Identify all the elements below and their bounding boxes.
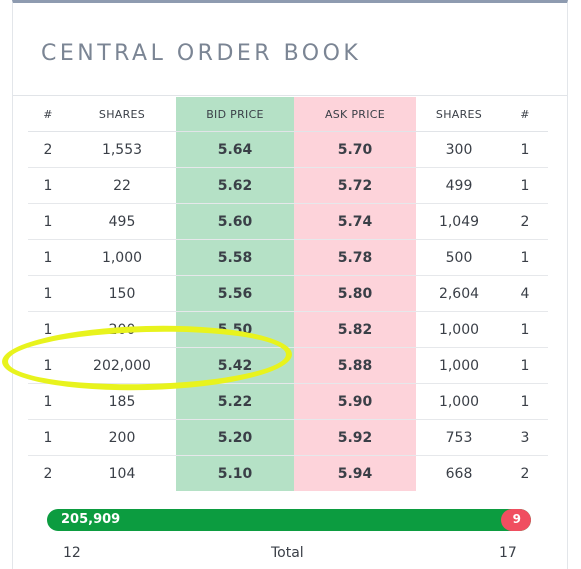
cell-bid-price: 5.20 — [176, 419, 294, 456]
cell-ask-shares: 1,000 — [416, 311, 502, 348]
cell-bid-shares: 200 — [68, 311, 176, 348]
cell-ask-shares: 1,049 — [416, 203, 502, 240]
cell-bid-price: 5.50 — [176, 311, 294, 348]
table-row: 1 22 5.62 5.72 499 1 — [28, 167, 548, 204]
ask-total-shares: 9 — [512, 512, 521, 526]
cell-ask-shares: 300 — [416, 131, 502, 168]
cell-ask-price: 5.92 — [294, 419, 416, 456]
cell-ask-count: 1 — [502, 347, 548, 384]
cell-bid-price: 5.60 — [176, 203, 294, 240]
total-label: Total — [271, 545, 304, 561]
cell-ask-price: 5.94 — [294, 455, 416, 491]
cell-bid-count: 2 — [28, 131, 68, 168]
cell-ask-price: 5.70 — [294, 131, 416, 168]
cell-bid-price: 5.58 — [176, 239, 294, 276]
cell-ask-count: 1 — [502, 131, 548, 168]
cell-bid-shares: 104 — [108, 465, 136, 482]
table-row: 1 200 5.50 5.82 1,000 1 — [28, 311, 548, 348]
cell-bid-count: 1 — [28, 275, 68, 312]
table-header-row: # SHARES BID PRICE ASK PRICE SHARES # — [28, 97, 548, 132]
cell-ask-price: 5.80 — [294, 275, 416, 312]
cell-ask-price: 5.78 — [294, 239, 416, 276]
order-book-panel: CENTRAL ORDER BOOK # SHARES BID PRICE AS… — [12, 0, 568, 569]
cell-bid-price: 5.42 — [176, 347, 294, 384]
cell-bid-shares: 200 — [68, 419, 176, 456]
cell-bid-shares: 495 — [68, 203, 176, 240]
table-row: 1 202,000 5.42 5.88 1,000 1 — [28, 347, 548, 384]
cell-bid-price: 5.62 — [176, 167, 294, 204]
cell-ask-count: 2 — [502, 203, 548, 240]
header-ask-count: # — [502, 97, 548, 132]
cell-bid-count: 1 — [28, 347, 68, 384]
header-ask-price: ASK PRICE — [294, 97, 416, 132]
cell-ask-shares: 1,000 — [416, 383, 502, 420]
cell-bid-price: 5.56 — [176, 275, 294, 312]
table-row: 1 495 5.60 5.74 1,049 2 — [28, 203, 548, 240]
table-row: 2 1,553 5.64 5.70 300 1 — [28, 131, 548, 168]
table-row: 1 150 5.56 5.80 2,604 4 — [28, 275, 548, 312]
cell-bid-count: 1 — [28, 419, 68, 456]
cell-ask-shares: 500 — [416, 239, 502, 276]
cell-ask-price: 5.82 — [294, 311, 416, 348]
cell-ask-price: 5.72 — [294, 167, 416, 204]
cell-bid-count: 1 — [28, 311, 68, 348]
cell-ask-shares: 753 — [416, 419, 502, 456]
panel-title: CENTRAL ORDER BOOK — [41, 41, 362, 66]
header-ask-shares: SHARES — [416, 97, 502, 132]
cell-ask-price: 5.90 — [294, 383, 416, 420]
cell-bid-shares: 22 — [68, 167, 176, 204]
cell-bid-shares: 150 — [68, 275, 176, 312]
cell-ask-count: 4 — [502, 275, 548, 312]
cell-ask-price: 5.88 — [294, 347, 416, 384]
cell-ask-shares: 499 — [416, 167, 502, 204]
cell-ask-shares: 668 — [445, 465, 473, 482]
table-row: 1 1,000 5.58 5.78 500 1 — [28, 239, 548, 276]
cell-bid-shares: 1,553 — [68, 131, 176, 168]
cell-bid-count: 2 — [43, 465, 53, 482]
cell-ask-count: 1 — [502, 239, 548, 276]
cell-ask-count: 1 — [502, 311, 548, 348]
table-row: 1 200 5.20 5.92 753 3 — [28, 419, 548, 456]
header-bid-shares: SHARES — [68, 97, 176, 132]
cell-bid-count: 1 — [28, 239, 68, 276]
cell-bid-shares: 1,000 — [68, 239, 176, 276]
cell-ask-count: 3 — [502, 419, 548, 456]
cell-bid-count: 1 — [28, 167, 68, 204]
ask-depth-segment: 9 — [501, 509, 531, 531]
cell-ask-count: 1 — [502, 167, 548, 204]
cell-ask-shares: 2,604 — [416, 275, 502, 312]
ask-orders-total: 17 — [499, 545, 517, 561]
cell-bid-shares: 185 — [68, 383, 176, 420]
cell-bid-price: 5.64 — [176, 131, 294, 168]
cell-bid-shares: 202,000 — [68, 347, 176, 384]
cell-ask-count: 2 — [520, 465, 530, 482]
cell-bid-price: 5.10 — [176, 455, 294, 491]
cell-ask-count: 1 — [502, 383, 548, 420]
bid-total-shares: 205,909 — [61, 512, 121, 527]
bid-orders-total: 12 — [63, 545, 81, 561]
header-bid-price: BID PRICE — [176, 97, 294, 132]
cell-ask-shares: 1,000 — [416, 347, 502, 384]
cell-bid-count: 1 — [28, 383, 68, 420]
cell-ask-price: 5.74 — [294, 203, 416, 240]
cell-bid-price: 5.22 — [176, 383, 294, 420]
cell-bid-count: 1 — [28, 203, 68, 240]
table-row: 2 104 5.10 5.94 668 2 — [28, 455, 548, 491]
title-divider — [13, 95, 567, 96]
header-bid-count: # — [28, 97, 68, 132]
table-row: 1 185 5.22 5.90 1,000 1 — [28, 383, 548, 420]
depth-bar: 205,909 9 — [47, 509, 531, 531]
